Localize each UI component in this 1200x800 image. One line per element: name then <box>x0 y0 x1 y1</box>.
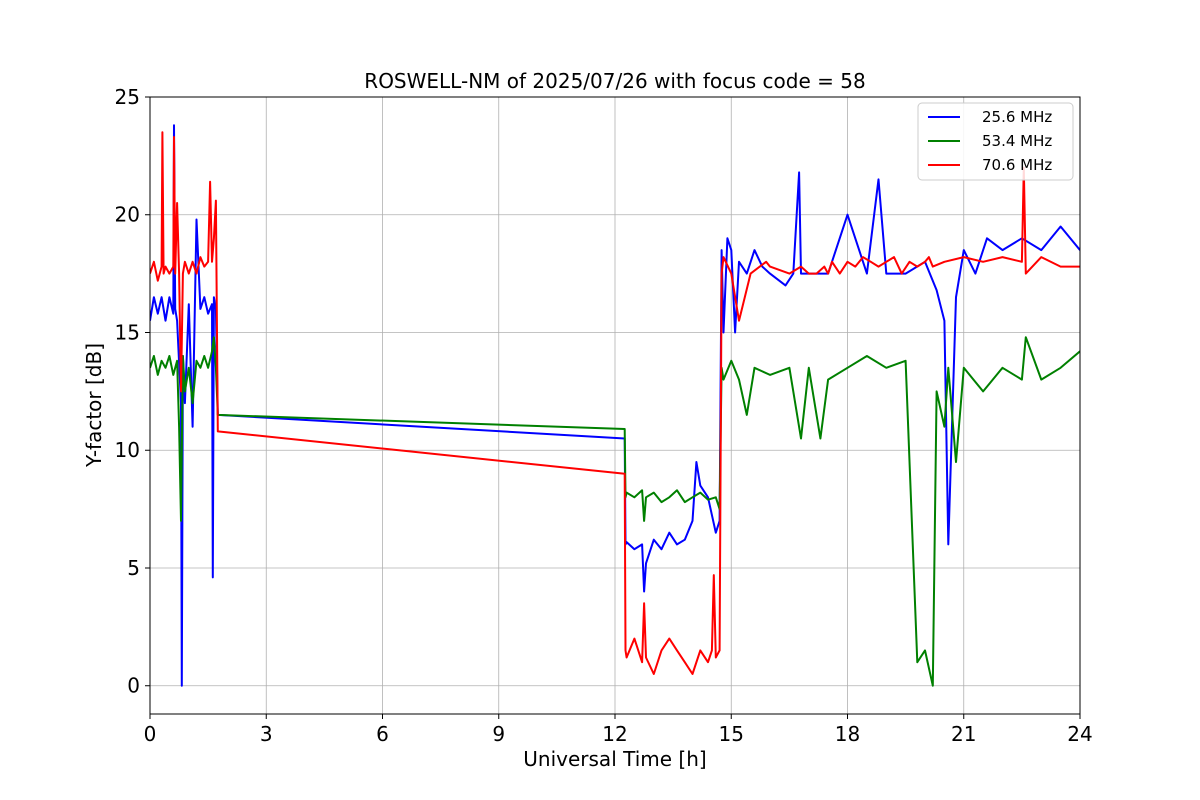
series-layer <box>150 124 1080 687</box>
ticks: 0 3 6 9 12 15 18 21 24 0 5 10 15 20 25 <box>115 85 1093 746</box>
chart-title: ROSWELL-NM of 2025/07/26 with focus code… <box>364 69 865 93</box>
x-tick-label: 24 <box>1067 722 1092 746</box>
x-tick-label: 12 <box>602 722 627 746</box>
x-tick-label: 18 <box>835 722 860 746</box>
y-axis-label: Y-factor [dB] <box>82 343 106 468</box>
y-tick-label: 20 <box>115 203 140 227</box>
x-tick-label: 15 <box>719 722 744 746</box>
x-tick-label: 0 <box>144 722 157 746</box>
x-tick-label: 6 <box>376 722 389 746</box>
x-axis-label: Universal Time [h] <box>523 747 706 771</box>
legend: 25.6 MHz 53.4 MHz 70.6 MHz <box>917 102 1074 181</box>
legend-box <box>917 102 1074 181</box>
x-tick-label: 3 <box>260 722 273 746</box>
series-line-70-6-mhz <box>150 131 1080 675</box>
y-tick-label: 10 <box>115 438 140 462</box>
y-tick-label: 25 <box>115 85 140 109</box>
legend-label: 70.6 MHz <box>982 156 1052 174</box>
y-tick-label: 0 <box>127 674 140 698</box>
series-line-53-4-mhz <box>150 336 1080 687</box>
x-tick-label: 21 <box>951 722 976 746</box>
y-tick-label: 5 <box>127 556 140 580</box>
x-tick-label: 9 <box>492 722 505 746</box>
legend-label: 25.6 MHz <box>982 108 1052 126</box>
y-tick-label: 15 <box>115 320 140 344</box>
legend-label: 53.4 MHz <box>982 132 1052 150</box>
